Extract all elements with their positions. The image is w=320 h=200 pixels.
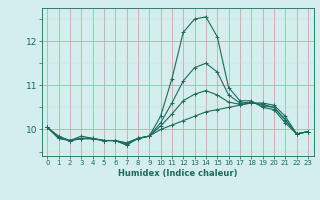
X-axis label: Humidex (Indice chaleur): Humidex (Indice chaleur)	[118, 169, 237, 178]
